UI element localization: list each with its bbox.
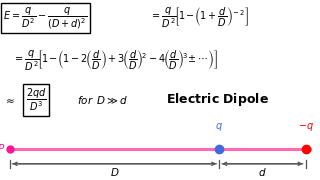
Text: $= \dfrac{q}{D^2}\!\left[1\!-\!\left(1-2\!\left(\dfrac{d}{D}\right)+3\!\left(\df: $= \dfrac{q}{D^2}\!\left[1\!-\!\left(1-2… [13,48,218,73]
Text: $-q$: $-q$ [298,121,314,133]
Text: $\dfrac{2qd}{D^3}$: $\dfrac{2qd}{D^3}$ [26,86,46,113]
Text: $\approx$: $\approx$ [3,95,15,105]
Text: $\mathbf{Electric\ Dipole}$: $\mathbf{Electric\ Dipole}$ [166,91,269,108]
Text: $E = \dfrac{q}{D^2} - \dfrac{q}{(D+d)^2}$: $E = \dfrac{q}{D^2} - \dfrac{q}{(D+d)^2}… [3,5,87,31]
Text: $\mathit{for}\;\;D \gg d$: $\mathit{for}\;\;D \gg d$ [77,94,128,106]
Text: $P$: $P$ [0,143,5,154]
Text: $= \dfrac{q}{D^2}\!\left[1\!-\!\left(1+\dfrac{d}{D}\right)^{\!-2}\right]$: $= \dfrac{q}{D^2}\!\left[1\!-\!\left(1+\… [150,6,250,30]
Text: $q$: $q$ [215,121,223,133]
Text: $d$: $d$ [258,166,267,178]
Text: $D$: $D$ [110,166,119,178]
